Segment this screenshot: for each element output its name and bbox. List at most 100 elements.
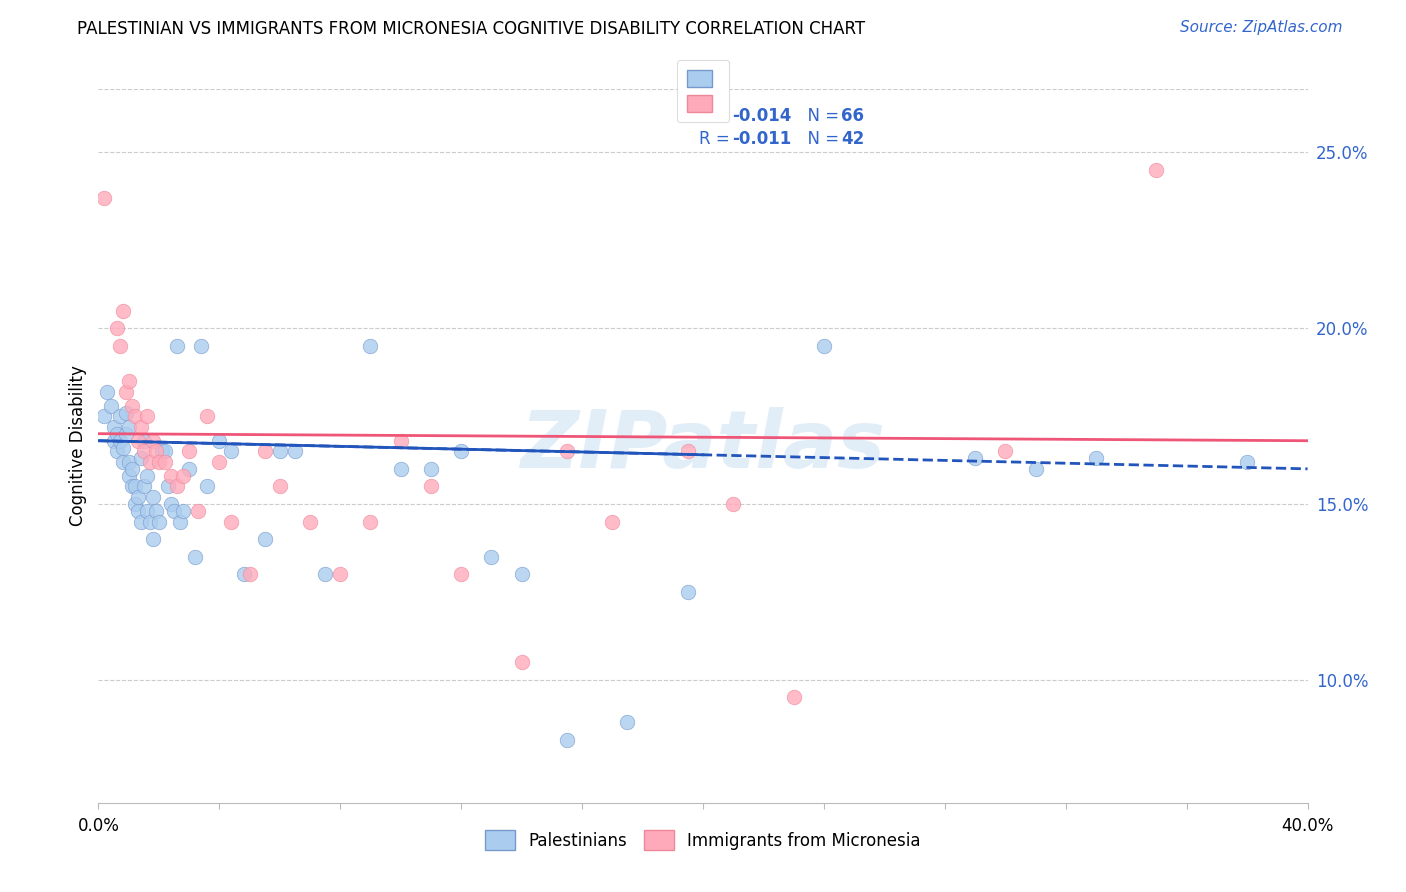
Point <box>813 339 835 353</box>
Point <box>360 339 382 353</box>
Point <box>1085 451 1108 466</box>
Point <box>208 455 231 469</box>
Point <box>160 468 183 483</box>
Point <box>221 515 243 529</box>
Point <box>124 497 146 511</box>
Point <box>510 655 533 669</box>
Point <box>124 479 146 493</box>
Text: Source: ZipAtlas.com: Source: ZipAtlas.com <box>1180 20 1343 35</box>
Point <box>129 451 152 466</box>
Point <box>105 426 128 441</box>
Point <box>676 444 699 458</box>
Point <box>510 567 533 582</box>
Point <box>103 434 125 448</box>
Point <box>145 504 167 518</box>
Point <box>111 441 134 455</box>
Point <box>118 374 141 388</box>
Point <box>329 567 352 582</box>
Point <box>179 444 201 458</box>
Point <box>129 419 152 434</box>
Point <box>153 444 176 458</box>
Point <box>142 532 165 546</box>
Point <box>153 455 176 469</box>
Point <box>269 444 291 458</box>
Point <box>169 515 191 529</box>
Point <box>163 504 186 518</box>
Point <box>105 444 128 458</box>
Point <box>132 444 155 458</box>
Point <box>105 321 128 335</box>
Point <box>150 444 173 458</box>
Text: ZIPatlas: ZIPatlas <box>520 407 886 485</box>
Point <box>450 567 472 582</box>
Point <box>172 504 194 518</box>
Point <box>118 455 141 469</box>
Text: -0.014: -0.014 <box>733 107 792 125</box>
Point <box>723 497 745 511</box>
Point <box>389 462 412 476</box>
Point <box>148 455 170 469</box>
Point <box>450 444 472 458</box>
Point <box>114 384 136 399</box>
Point <box>108 434 131 448</box>
Point <box>118 468 141 483</box>
Point <box>616 714 638 729</box>
Point <box>127 434 149 448</box>
Point <box>111 303 134 318</box>
Point <box>127 490 149 504</box>
Point <box>420 479 443 493</box>
Point <box>783 690 806 705</box>
Point <box>253 532 276 546</box>
Point <box>111 455 134 469</box>
Point <box>135 504 157 518</box>
Point <box>602 515 624 529</box>
Point <box>166 339 188 353</box>
Point <box>132 479 155 493</box>
Point <box>284 444 307 458</box>
Point <box>994 444 1017 458</box>
Point <box>269 479 291 493</box>
Point <box>166 479 188 493</box>
Point <box>253 444 276 458</box>
Point <box>127 504 149 518</box>
Point <box>187 504 209 518</box>
Point <box>135 468 157 483</box>
Point <box>1024 462 1046 476</box>
Point <box>190 339 212 353</box>
Point <box>676 585 699 599</box>
Point <box>195 479 218 493</box>
Point <box>965 451 987 466</box>
Point <box>124 409 146 424</box>
Point <box>420 462 443 476</box>
Point <box>555 444 578 458</box>
Point <box>184 549 207 564</box>
Y-axis label: Cognitive Disability: Cognitive Disability <box>69 366 87 526</box>
Point <box>114 426 136 441</box>
Point <box>172 468 194 483</box>
Point <box>121 399 143 413</box>
Legend: Palestinians, Immigrants from Micronesia: Palestinians, Immigrants from Micronesia <box>477 822 929 859</box>
Point <box>100 399 122 413</box>
Point <box>1144 163 1167 178</box>
Point <box>118 419 141 434</box>
Point <box>93 191 115 205</box>
Point <box>389 434 412 448</box>
Point <box>139 455 162 469</box>
Point <box>103 419 125 434</box>
Point <box>232 567 254 582</box>
Point <box>145 444 167 458</box>
Text: R =: R = <box>699 107 735 125</box>
Text: N =: N = <box>797 130 845 148</box>
Point <box>208 434 231 448</box>
Point <box>299 515 322 529</box>
Point <box>96 384 118 399</box>
Point <box>114 406 136 420</box>
Point <box>108 409 131 424</box>
Text: R =: R = <box>699 130 735 148</box>
Text: 42: 42 <box>841 130 865 148</box>
Text: -0.011: -0.011 <box>733 130 792 148</box>
Point <box>1236 455 1258 469</box>
Point <box>142 490 165 504</box>
Point <box>121 479 143 493</box>
Point <box>195 409 218 424</box>
